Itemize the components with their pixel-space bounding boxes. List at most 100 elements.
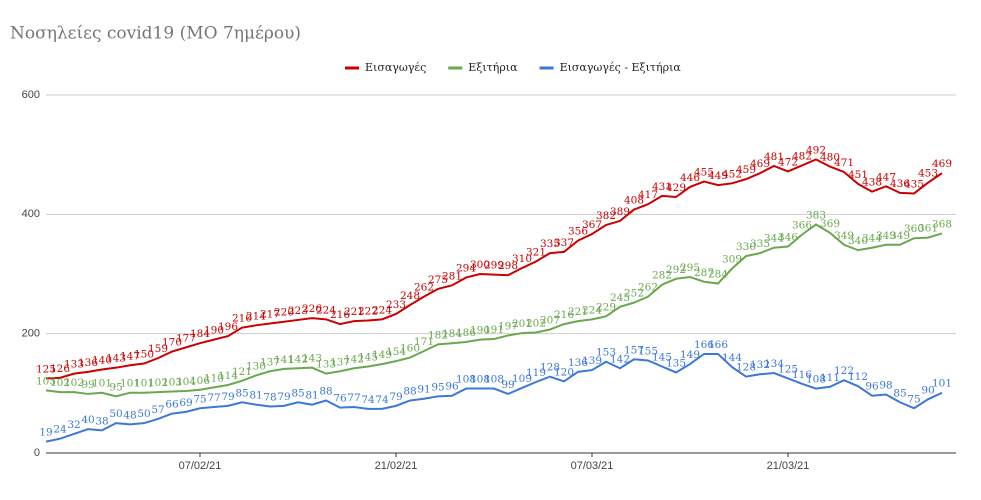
value-label: 335	[750, 238, 770, 250]
value-label: 125	[36, 363, 56, 375]
value-label: 224	[582, 304, 602, 316]
value-label: 369	[820, 218, 840, 230]
value-label: 389	[610, 206, 630, 218]
value-label: 142	[288, 353, 308, 365]
value-label: 196	[218, 321, 238, 333]
value-label: 294	[456, 263, 476, 275]
value-label: 455	[694, 167, 714, 179]
value-label: 144	[722, 352, 742, 364]
value-label: 114	[218, 370, 238, 382]
value-label: 137	[330, 356, 350, 368]
value-label: 214	[246, 310, 266, 322]
value-label: 344	[862, 233, 882, 245]
value-label: 137	[260, 356, 280, 368]
value-label: 284	[708, 269, 728, 281]
value-label: 417	[638, 189, 658, 201]
value-label: 142	[610, 353, 630, 365]
value-label: 149	[372, 349, 392, 361]
y-tick-label: 200	[22, 328, 40, 340]
value-label: 110	[204, 372, 224, 384]
value-label: 105	[36, 375, 56, 387]
value-label: 155	[638, 346, 658, 358]
value-label: 245	[610, 292, 630, 304]
value-label: 140	[92, 354, 112, 366]
value-label: 252	[624, 288, 644, 300]
value-label: 136	[78, 357, 98, 369]
value-label: 85	[893, 387, 906, 399]
value-label: 111	[820, 372, 840, 384]
value-label: 275	[428, 274, 448, 286]
value-label: 122	[834, 365, 854, 377]
value-label: 472	[778, 156, 798, 168]
value-label: 121	[232, 366, 252, 378]
value-label: 197	[498, 320, 518, 332]
value-label: 102	[50, 377, 70, 389]
value-label: 170	[162, 337, 182, 349]
value-label: 262	[414, 282, 434, 294]
value-label: 95	[431, 381, 444, 393]
value-label: 66	[165, 399, 179, 411]
value-label: 81	[305, 390, 318, 402]
value-label: 149	[680, 349, 700, 361]
value-label: 145	[358, 351, 378, 363]
value-label: 408	[624, 195, 644, 207]
value-label: 346	[778, 232, 798, 244]
value-label: 106	[190, 375, 210, 387]
value-label: 101	[932, 378, 952, 390]
value-label: 383	[806, 209, 826, 221]
value-label: 431	[652, 181, 672, 193]
value-label: 344	[764, 233, 784, 245]
value-label: 449	[708, 170, 728, 182]
value-label: 85	[235, 387, 248, 399]
value-label: 128	[736, 362, 756, 374]
value-label: 435	[904, 178, 924, 190]
value-label: 79	[277, 391, 290, 403]
value-label: 99	[81, 379, 94, 391]
value-label: 108	[456, 374, 476, 386]
series-line	[45, 352, 943, 443]
value-label: 367	[582, 219, 602, 231]
value-label: 471	[834, 157, 854, 169]
value-label: 186	[456, 327, 476, 339]
value-label: 88	[403, 385, 416, 397]
value-label: 223	[288, 305, 308, 317]
value-label: 233	[386, 299, 406, 311]
value-label: 224	[316, 304, 336, 316]
value-label: 95	[109, 381, 122, 393]
value-label: 153	[596, 347, 616, 359]
value-label: 221	[568, 306, 588, 318]
value-label: 133	[316, 359, 336, 371]
value-label: 57	[151, 404, 164, 416]
value-label: 182	[428, 329, 448, 341]
value-label: 292	[666, 264, 686, 276]
value-label: 166	[694, 339, 714, 351]
value-label: 480	[820, 152, 840, 164]
value-label: 103	[162, 377, 182, 389]
value-label: 85	[291, 387, 304, 399]
value-label: 216	[330, 309, 350, 321]
value-label: 101	[120, 378, 140, 390]
value-label: 330	[736, 241, 756, 253]
value-label: 201	[512, 318, 532, 330]
value-label: 337	[554, 237, 574, 249]
value-label: 40	[81, 414, 94, 426]
value-label: 24	[53, 424, 67, 436]
value-label: 452	[722, 168, 742, 180]
x-tick-label: 21/02/21	[375, 460, 418, 472]
value-label: 429	[666, 182, 686, 194]
value-label: 300	[470, 259, 490, 271]
value-label: 202	[526, 317, 546, 329]
value-label: 210	[232, 313, 252, 325]
value-label: 102	[148, 377, 168, 389]
value-label: 159	[148, 343, 168, 355]
value-label: 459	[736, 164, 756, 176]
value-label: 349	[834, 230, 854, 242]
value-label: 207	[540, 314, 560, 326]
value-label: 481	[764, 151, 784, 163]
value-label: 98	[879, 380, 892, 392]
value-label: 75	[907, 393, 920, 405]
value-label: 112	[848, 371, 868, 383]
value-label: 492	[806, 144, 826, 156]
series-line	[45, 158, 943, 380]
value-label: 108	[806, 374, 826, 386]
